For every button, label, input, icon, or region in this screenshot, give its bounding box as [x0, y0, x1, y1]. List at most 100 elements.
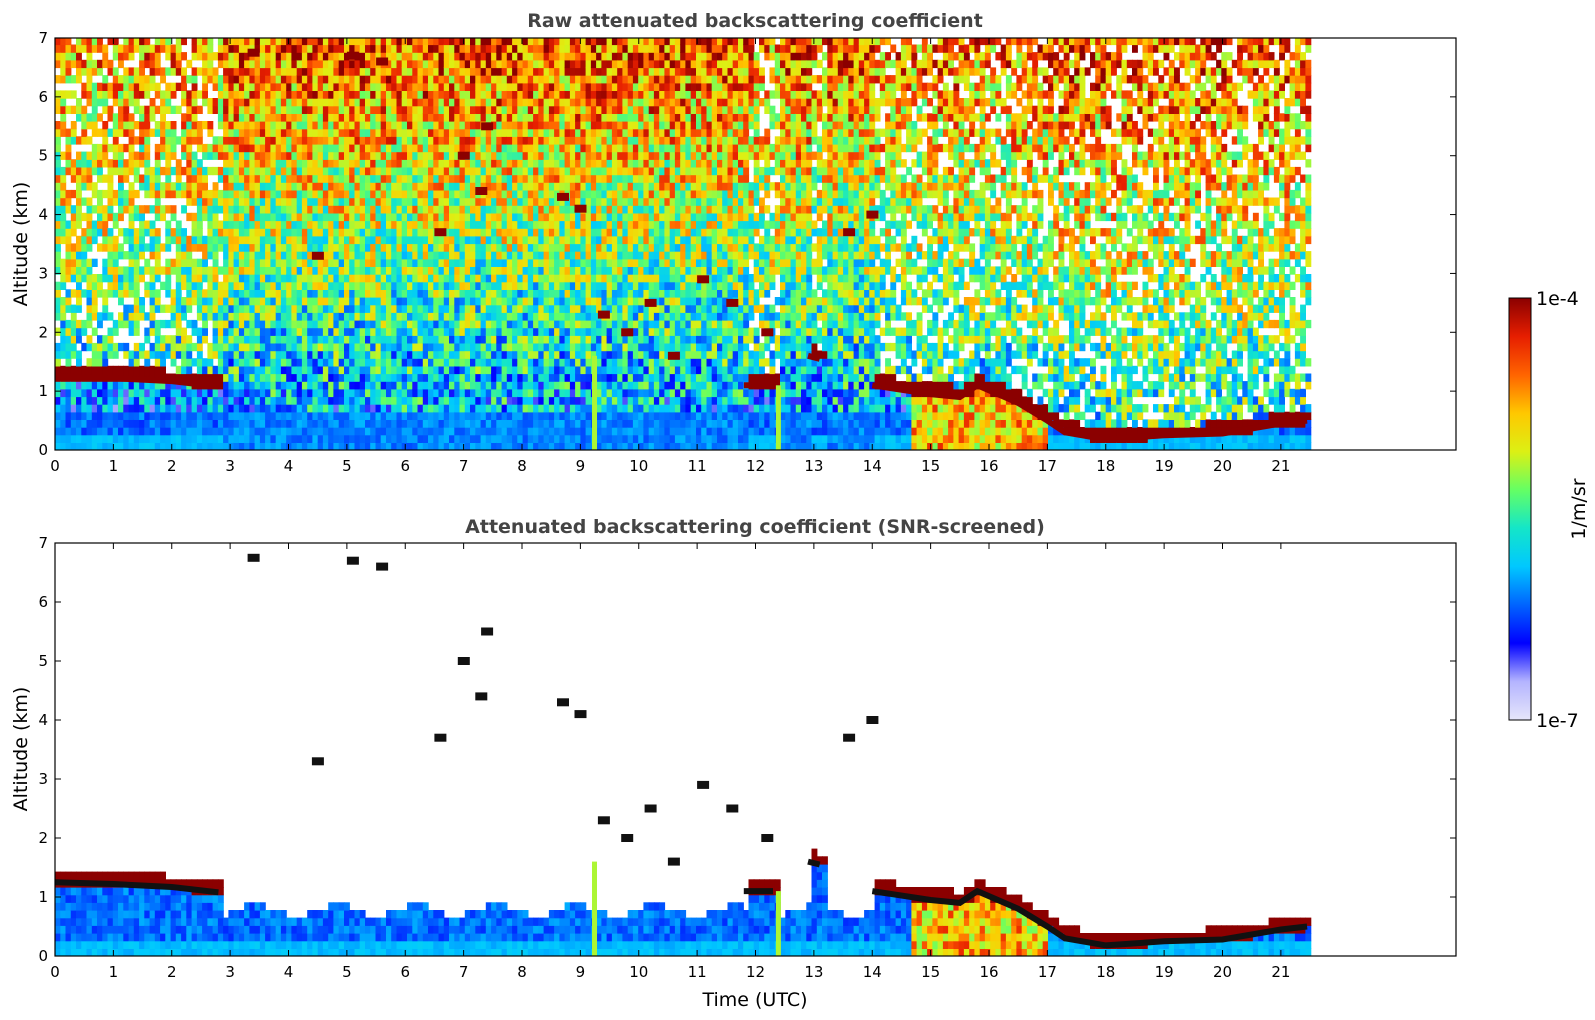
heatmap-cell [186, 434, 193, 443]
heatmap-cell [380, 434, 387, 443]
heatmap-cell [312, 297, 319, 306]
heatmap-cell [512, 251, 518, 260]
heatmap-cell [485, 342, 492, 352]
heatmap-cell [217, 75, 224, 84]
heatmap-cell [407, 59, 413, 69]
heatmap-cell [265, 82, 271, 91]
heatmap-cell [569, 396, 576, 405]
heatmap-cell [548, 396, 555, 405]
heatmap-cell [76, 335, 82, 344]
heatmap-cell [296, 266, 303, 275]
heatmap-cell [391, 220, 398, 229]
heatmap-cell [217, 44, 224, 53]
heatmap-cell [475, 113, 482, 122]
heatmap-cell [91, 274, 98, 283]
heatmap-cell [139, 396, 145, 405]
heatmap-cell [165, 319, 172, 329]
heatmap-cell [207, 128, 214, 137]
heatmap-cell [286, 38, 293, 46]
heatmap-cell [259, 411, 266, 420]
heatmap-cell [149, 297, 156, 306]
heatmap-cell [238, 396, 245, 405]
heatmap-cell [133, 235, 140, 245]
heatmap-cell [223, 113, 229, 122]
heatmap-cell [212, 197, 219, 206]
heatmap-cell [265, 335, 271, 344]
heatmap-cell [380, 396, 387, 405]
heatmap-cell [55, 281, 61, 290]
heatmap-cell [128, 358, 135, 367]
heatmap-cell [459, 212, 466, 222]
heatmap-cell [449, 251, 455, 260]
heatmap-cell [443, 388, 450, 398]
heatmap-cell [449, 90, 455, 99]
heatmap-cell [422, 442, 429, 450]
heatmap-cell [280, 220, 287, 229]
heatmap-cell [386, 59, 392, 69]
heatmap-cell [454, 182, 461, 191]
heatmap-cell [512, 327, 518, 336]
heatmap-cell [496, 128, 503, 137]
heatmap-cell [375, 442, 382, 450]
heatmap-cell [569, 304, 576, 313]
heatmap-cell [249, 427, 256, 436]
heatmap-cell [375, 151, 382, 160]
heatmap-cell [354, 419, 361, 428]
heatmap-cell [244, 44, 250, 53]
heatmap-cell [344, 90, 350, 99]
heatmap-cell [569, 335, 576, 344]
heatmap-cell [170, 52, 177, 61]
heatmap-cell [391, 44, 398, 53]
heatmap-cell [538, 304, 545, 313]
heatmap-cell [286, 335, 293, 344]
heatmap-cell [412, 121, 419, 130]
heatmap-cell [349, 434, 356, 443]
heatmap-cell [86, 289, 93, 298]
heatmap-cell [249, 143, 256, 153]
heatmap-cell [60, 319, 67, 329]
heatmap-cell [149, 434, 156, 443]
heatmap-cell [401, 274, 408, 283]
heatmap-cell [244, 220, 250, 229]
heatmap-cell [338, 434, 345, 443]
heatmap-cell [522, 44, 529, 53]
heatmap-cell [359, 442, 366, 450]
heatmap-cell [60, 151, 67, 160]
heatmap-cell [506, 220, 513, 229]
heatmap-cell [380, 319, 387, 329]
heatmap-cell [386, 90, 392, 99]
heatmap-cell [459, 404, 466, 413]
heatmap-cell [107, 228, 114, 237]
heatmap-cell [223, 59, 229, 69]
heatmap-cell [533, 67, 539, 76]
heatmap-cell [328, 197, 335, 206]
heatmap-cell [386, 212, 392, 222]
heatmap-cell [296, 38, 303, 46]
heatmap-cell [165, 105, 172, 114]
heatmap-cell [396, 38, 403, 46]
heatmap-cell [81, 243, 88, 252]
heatmap-cell [275, 358, 282, 367]
heatmap-cell [191, 166, 198, 176]
heatmap-cell [543, 228, 550, 237]
heatmap-cell [249, 174, 256, 183]
heatmap-cell [517, 358, 524, 367]
heatmap-cell [259, 304, 266, 313]
heatmap-cell [459, 266, 466, 275]
heatmap-cell [359, 44, 366, 53]
heatmap-cell [160, 90, 166, 99]
heatmap-cell [501, 396, 508, 405]
heatmap-cell [407, 373, 413, 382]
heatmap-cell [322, 442, 329, 450]
heatmap-cell [386, 258, 392, 267]
heatmap-cell [533, 442, 539, 450]
heatmap-cell [538, 212, 545, 222]
heatmap-cell [133, 258, 140, 267]
heatmap-cell [380, 258, 387, 267]
heatmap-cell [160, 358, 166, 367]
heatmap-cell [81, 434, 88, 443]
heatmap-cell [391, 388, 398, 398]
heatmap-cell [196, 174, 203, 183]
heatmap-cell [354, 373, 361, 382]
heatmap-cell [485, 388, 492, 398]
